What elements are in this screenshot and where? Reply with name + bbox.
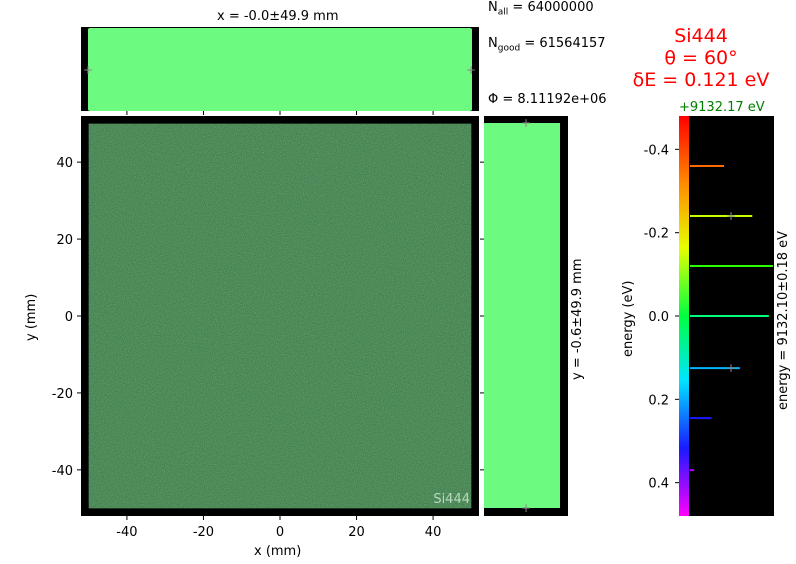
crystal-delta-e: δE = 0.121 eV xyxy=(632,68,770,91)
phi-value: 8.11192e+06 xyxy=(517,92,607,107)
crystal-name: Si444 xyxy=(674,25,728,47)
energy-tick-label: 0.2 xyxy=(648,393,669,408)
x-axis: -40 -20 0 20 40 xyxy=(116,111,441,540)
x-axis-label: x (mm) xyxy=(254,544,302,559)
energy-tick-label: -0.2 xyxy=(644,227,669,242)
energy-tick-label: -0.4 xyxy=(644,143,669,158)
side-histogram-bars xyxy=(484,123,560,508)
top-histogram: + + xyxy=(81,27,479,111)
n-good-value: 61564157 xyxy=(539,36,606,51)
y-tick-label: -20 xyxy=(52,387,73,402)
x-tick-label: 20 xyxy=(348,525,365,540)
n-good-stat: Ngood = 61564157 xyxy=(488,36,606,54)
x-tick-label: 0 xyxy=(276,525,284,540)
energy-marker-1: + xyxy=(726,209,736,223)
x-tick-label: -20 xyxy=(193,525,214,540)
top-histogram-marker-left: + xyxy=(83,63,93,77)
energy-offset-label: +9132.17 eV xyxy=(679,100,765,115)
side-histogram-marker-bottom: + xyxy=(521,501,531,515)
crystal-theta: θ = 60° xyxy=(664,46,738,69)
side-histogram-label: y = -0.6±49.9 mm xyxy=(570,258,585,380)
y-tick-label: 0 xyxy=(65,310,73,325)
y-tick-label: 40 xyxy=(56,156,73,171)
n-all-stat: Nall = 64000000 xyxy=(488,0,594,18)
y-tick-label: -40 xyxy=(52,464,73,479)
phi-stat: Φ = 8.11192e+06 xyxy=(488,92,607,107)
energy-panel: + + -0.4 -0.2 0.0 0.2 0.4 xyxy=(644,116,774,516)
energy-tick-label: 0.0 xyxy=(648,310,669,325)
crystal-info: Si444 θ = 60° δE = 0.121 eV xyxy=(626,25,776,92)
y-tick-label: 20 xyxy=(56,233,73,248)
energy-marker-2: + xyxy=(726,361,736,375)
energy-axis-label: energy (eV) xyxy=(621,280,636,357)
beam-grain xyxy=(88,124,472,508)
x-tick-label: 40 xyxy=(425,525,442,540)
side-histogram: + + xyxy=(484,116,568,516)
main-plot: Si444 -40 -20 0 20 40 -40 -20 0 20 40 xyxy=(52,111,484,540)
top-histogram-label: x = -0.0±49.9 mm xyxy=(217,9,339,24)
energy-tick-label: 0.4 xyxy=(648,477,669,492)
top-histogram-marker-right: + xyxy=(466,63,476,77)
energy-side-label: energy = 9132.10±0.18 eV xyxy=(776,230,791,410)
y-axis-label: y (mm) xyxy=(24,293,39,341)
energy-colorbar xyxy=(679,116,689,516)
side-histogram-marker-top: + xyxy=(521,116,531,130)
y-axis: -40 -20 0 20 40 xyxy=(52,156,484,479)
energy-axis: -0.4 -0.2 0.0 0.2 0.4 xyxy=(644,143,679,492)
watermark-label: Si444 xyxy=(433,492,470,507)
energy-lines xyxy=(690,165,773,472)
x-tick-label: -40 xyxy=(116,525,137,540)
n-all-value: 64000000 xyxy=(527,0,594,15)
top-histogram-bars xyxy=(88,28,472,111)
